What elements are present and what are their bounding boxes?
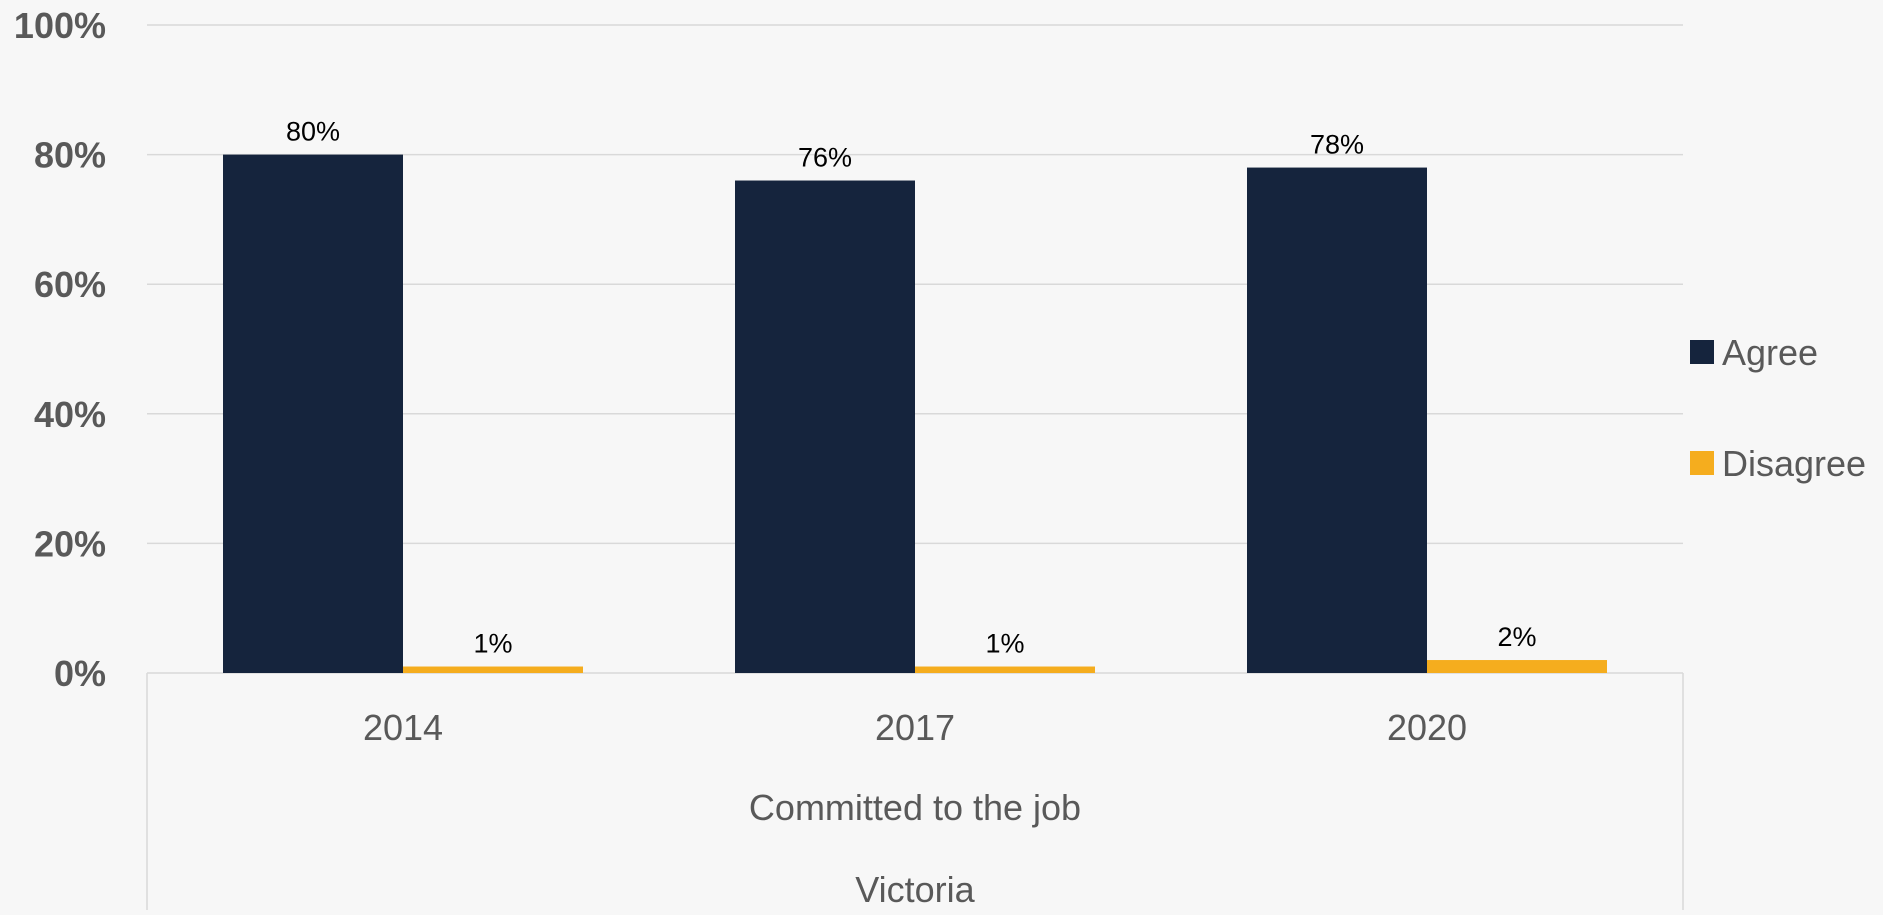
y-tick-label: 40% <box>34 394 106 435</box>
bar-agree-2014 <box>223 154 403 674</box>
legend-swatch-agree <box>1690 340 1714 364</box>
x-category-label: 2014 <box>363 707 443 748</box>
y-tick-label: 100% <box>14 5 106 46</box>
x-category-label: 2020 <box>1387 707 1467 748</box>
bar-disagree-2017 <box>915 666 1095 673</box>
data-label: 78% <box>1310 130 1364 160</box>
bar-disagree-2020 <box>1427 660 1607 673</box>
x-group-label: Victoria <box>855 869 975 910</box>
x-category-label: 2017 <box>875 707 955 748</box>
data-label: 1% <box>473 629 512 659</box>
legend-swatch-disagree <box>1690 451 1714 475</box>
data-labels: 80% 1% 76% 1% 78% 2% <box>286 117 1537 659</box>
y-tick-label: 0% <box>54 653 106 694</box>
y-axis-tick-labels: 0% 20% 40% 60% 80% 100% <box>14 5 106 694</box>
x-group-label: Committed to the job <box>749 787 1081 828</box>
bars <box>223 154 1607 674</box>
x-axis-category-labels: 2014 2017 2020 <box>363 707 1467 748</box>
bar-disagree-2014 <box>403 666 583 673</box>
bar-agree-2020 <box>1247 167 1427 673</box>
data-label: 80% <box>286 117 340 147</box>
legend-label-disagree: Disagree <box>1722 443 1866 484</box>
y-tick-label: 60% <box>34 264 106 305</box>
y-tick-label: 80% <box>34 135 106 176</box>
data-label: 76% <box>798 143 852 173</box>
legend: Agree Disagree <box>1690 332 1866 484</box>
y-tick-label: 20% <box>34 523 106 564</box>
legend-label-agree: Agree <box>1722 332 1818 373</box>
data-label: 1% <box>985 629 1024 659</box>
x-axis-group-labels: Committed to the job Victoria <box>749 787 1081 910</box>
data-label: 2% <box>1497 622 1536 652</box>
bar-agree-2017 <box>735 180 915 673</box>
